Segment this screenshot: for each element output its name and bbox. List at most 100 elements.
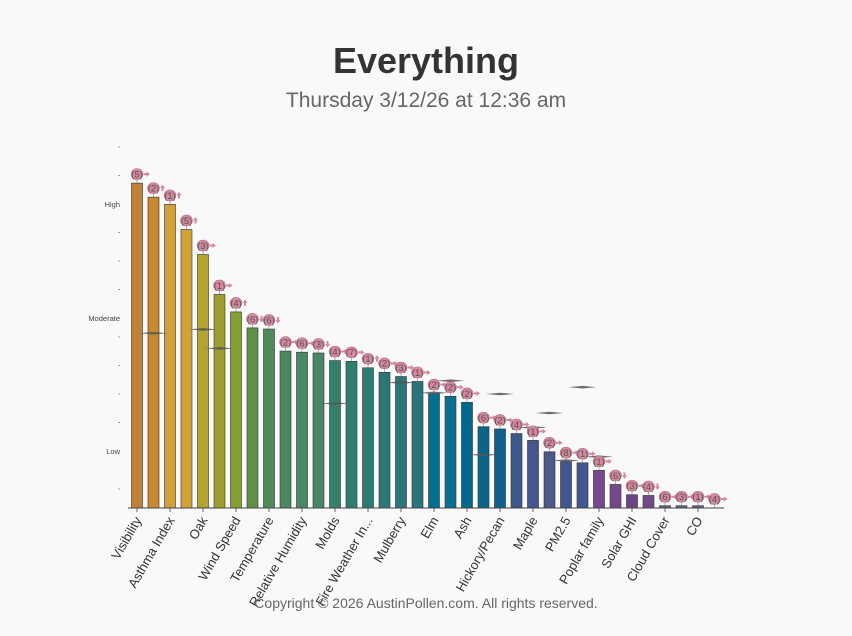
trend-up-icon [374,355,380,362]
badge-text: (1) [412,368,424,379]
bar-16[interactable] [395,376,407,509]
bar-28[interactable] [593,470,605,509]
badge-text: (1) [577,449,589,460]
bar-badge-25: (2) [543,437,563,449]
bar-6[interactable] [230,311,242,509]
bar-14[interactable] [362,367,374,509]
bar-19[interactable] [444,395,457,509]
bar-marker-1 [139,331,168,335]
badge-pill [378,357,391,370]
trend-right-icon [572,450,579,456]
bar-24[interactable] [527,440,539,509]
bar-29[interactable] [609,484,622,509]
bar-30[interactable] [626,494,638,509]
chart-subtitle: Thursday 3/12/26 at 12:36 am [285,89,567,112]
badge-text: (5) [181,216,193,227]
badge-pill [559,446,573,459]
badge-text: (2) [445,383,457,394]
bar-3[interactable] [180,229,193,509]
bar-marker-4 [189,328,217,331]
bar-18[interactable] [428,393,440,509]
badge-text: (6) [247,314,259,325]
badge-pill [510,418,523,431]
badge-pill [691,490,705,503]
trend-up-icon [193,216,198,224]
bar-badge-15: (2) [378,357,398,370]
bar-badge-17: (1) [411,366,431,379]
bar-31[interactable] [642,495,655,509]
x-tick-label: PM2.5 [542,514,574,554]
x-tick-label: Elm [417,514,441,541]
x-tick-label: CO [683,514,706,538]
badge-pill [361,353,375,365]
badge-pill [642,480,655,493]
x-tick-label: Ash [450,514,474,541]
bar-9[interactable] [279,350,292,509]
bar-badge-30: (3) [625,479,645,492]
bar-13[interactable] [345,361,358,509]
badge-text: (4) [329,347,341,358]
bar-25[interactable] [543,451,556,509]
bar-26[interactable] [560,461,572,509]
bar-10[interactable] [296,351,308,509]
trend-right-icon [391,360,398,366]
badge-text: (4) [709,494,721,505]
badge-text: (6) [610,471,622,482]
bar-20[interactable] [461,402,473,509]
bar-5[interactable] [213,294,226,509]
x-tick-label: Maple [510,514,541,552]
trend-down-icon [325,340,330,348]
bar-12[interactable] [329,360,341,509]
bar-22[interactable] [494,428,506,509]
bar-marker-25 [535,411,564,415]
bar-marker-21 [469,453,498,457]
badge-pill [625,479,639,492]
bar-0[interactable] [131,182,143,509]
bar-1[interactable] [147,196,160,509]
trend-down-icon [259,315,264,323]
badge-text: (1) [692,492,704,503]
bar-badge-3: (5) [180,214,198,227]
bar-badge-29: (6) [609,469,627,482]
bar-badge-35: (4) [708,493,728,505]
trend-right-icon [209,243,216,249]
bar-badge-22: (2) [493,414,513,426]
trend-right-icon [556,440,563,446]
bar-2[interactable] [164,204,176,509]
badge-pill [609,469,622,482]
badge-pill [147,182,160,194]
badge-pill [328,345,342,358]
bar-badge-26: (8) [559,446,579,459]
trend-up-icon [176,191,182,199]
badge-text: (1) [527,427,539,438]
bar-badge-13: (7) [345,346,365,359]
badge-pill [262,314,276,326]
bar-marker-19 [436,379,465,382]
badge-pill [229,297,243,309]
bar-11[interactable] [312,352,325,509]
badge-pill [312,338,325,350]
bar-4[interactable] [197,254,209,509]
bar-badge-20: (2) [460,387,480,400]
bar-27[interactable] [576,462,589,509]
bars-group [131,182,704,509]
trend-right-icon [704,494,711,500]
trend-up-icon [242,299,248,306]
badge-text: (1) [362,354,374,365]
bar-17[interactable] [411,381,424,509]
badge-text: (3) [313,339,325,350]
bar-marker-27 [568,385,597,389]
bar-15[interactable] [378,372,391,509]
badge-pill [477,411,490,424]
y-tick-label-moderate: Moderate [88,314,120,323]
x-tick-label: Mulberry [370,514,409,566]
badge-text: (4) [511,420,523,431]
bar-badge-14: (1) [361,353,380,365]
bar-21[interactable] [477,426,490,509]
bar-8[interactable] [263,328,275,509]
bar-23[interactable] [510,433,523,509]
trend-right-icon [688,494,695,500]
bar-badge-16: (3) [394,361,414,374]
bar-7[interactable] [246,327,259,509]
